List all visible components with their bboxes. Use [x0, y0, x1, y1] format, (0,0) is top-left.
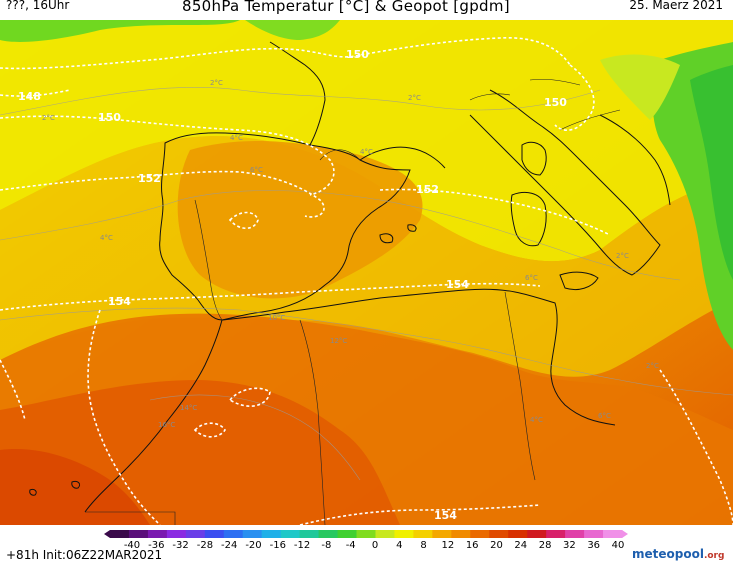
colorbar-tick-label: 36 — [587, 540, 601, 551]
colorbar-tick-label: -8 — [321, 540, 332, 551]
colorbar-segment — [375, 530, 395, 538]
colorbar-segment — [394, 530, 414, 538]
colorbar-segment — [584, 530, 604, 538]
colorbar-segment — [223, 530, 244, 538]
colorbar-segment — [470, 530, 490, 538]
colorbar-segment — [603, 530, 623, 538]
colorbar-tick-label: 28 — [538, 540, 552, 551]
colorbar-arrow-left — [104, 530, 110, 538]
colorbar-tick-label: -24 — [221, 540, 238, 551]
logo-text: meteopool — [632, 547, 704, 561]
geopot-label: 152 — [416, 183, 439, 196]
colorbar-segment — [128, 530, 149, 538]
colorbar-tick-label: 12 — [441, 540, 455, 551]
colorbar-segment — [413, 530, 433, 538]
footer: -40 -36 -32 -28 -24 -20 -16 -12 -8 -4 0 4 8 12 16 20 24 2… — [0, 525, 733, 566]
colorbar-arrow-right — [622, 530, 628, 538]
colorbar-tick-label: -12 — [293, 540, 311, 551]
geopot-label: 148 — [18, 90, 41, 103]
colorbar-tick-label: 0 — [371, 540, 379, 551]
colorbar-tick-label: -4 — [345, 540, 356, 551]
lead-init-label: +81h Init:06Z22MAR2021 — [6, 548, 163, 562]
isotherm-label: 4°C — [530, 416, 543, 424]
colorbar-segment — [337, 530, 358, 538]
colorbar-segment — [299, 530, 320, 538]
colorbar-tick-label: 4 — [396, 540, 403, 551]
isotherm-label: 14°C — [180, 404, 197, 412]
colorbar-tick-label: -40 — [123, 540, 141, 551]
colorbar-segment — [356, 530, 376, 538]
colorbar-tick-label: 40 — [611, 540, 625, 551]
colorbar-segment — [565, 530, 585, 538]
colorbar-tick-label: -20 — [245, 540, 262, 551]
colorbar-segment — [147, 530, 168, 538]
colorbar-tick-label: -32 — [172, 540, 189, 551]
colorbar-tick-label: -28 — [196, 540, 214, 551]
isotherm-label: 4°C — [360, 148, 373, 156]
isotherm-label: 10°C — [268, 314, 285, 322]
isotherm-label: 4°C — [100, 234, 113, 242]
colorbar-tick-label: 8 — [420, 540, 427, 551]
geopotential-labels: 150 148 150 150 152 152 154 154 154 — [18, 48, 567, 522]
colorbar-segment — [242, 530, 263, 538]
colorbar-segment — [166, 530, 187, 538]
colorbar-segment — [432, 530, 452, 538]
isotherm-label: 16°C — [158, 421, 175, 429]
geopot-label: 154 — [108, 295, 131, 308]
colorbar-tick-label: 16 — [465, 540, 479, 551]
logo-tld: .org — [703, 551, 725, 561]
colorbar-tick-label: -16 — [269, 540, 286, 551]
isotherm-label: 12°C — [330, 337, 347, 345]
isotherm-label: 6°C — [598, 412, 611, 420]
meteopool-logo: meteopool.org — [632, 547, 724, 561]
geopot-label: 154 — [434, 509, 457, 522]
isotherm-label: 4°C — [230, 134, 243, 142]
geopot-label: 150 — [544, 96, 567, 109]
colorbar-segment — [489, 530, 509, 538]
colorbar-segment — [185, 530, 206, 538]
map-panel: 150 148 150 150 152 152 154 154 154 2°C … — [0, 20, 733, 525]
colorbar-tick-label: 32 — [563, 540, 576, 551]
isotherm-label: 2°C — [42, 114, 55, 122]
isotherm-label: 2°C — [408, 94, 421, 102]
colorbar-ticks: -40 -36 -32 -28 -24 -20 -16 -12 -8 -4 0 4 8 12 16 20 24 2… — [0, 540, 733, 554]
run-label: ???, 16Uhr — [6, 0, 70, 12]
geopot-label: 154 — [446, 278, 469, 291]
header: ???, 16Uhr 850hPa Temperatur [°C] & Geop… — [0, 0, 733, 20]
isotherm-label: 6°C — [525, 274, 538, 282]
colorbar-segment — [508, 530, 528, 538]
colorbar-segment — [546, 530, 566, 538]
isotherm-label: 2°C — [616, 252, 629, 260]
colorbar-segment — [261, 530, 282, 538]
colorbar-segment — [527, 530, 547, 538]
colorbar-tick-label: -36 — [148, 540, 165, 551]
map-title: 850hPa Temperatur [°C] & Geopot [gpdm] — [182, 0, 510, 15]
valid-date: 25. Maerz 2021 — [629, 0, 723, 12]
isotherm-labels: 2°C 2°C 2°C 4°C 6°C 4°C 6°C 4°C 2°C 2°C … — [42, 79, 659, 429]
colorbar-tick-label: 24 — [514, 540, 528, 551]
colorbar — [104, 530, 628, 538]
geopot-label: 152 — [138, 172, 161, 185]
colorbar-segment — [451, 530, 471, 538]
colorbar-segment — [280, 530, 301, 538]
geopot-label: 150 — [346, 48, 369, 61]
isotherm-label: 2°C — [210, 79, 223, 87]
colorbar-segment — [204, 530, 225, 538]
colorbar-tick-label: 20 — [490, 540, 503, 551]
colorbar-segment — [110, 530, 130, 538]
isotherm-label: 6°C — [250, 166, 263, 174]
geopot-label: 150 — [98, 111, 121, 124]
colorbar-segment — [318, 530, 339, 538]
isotherm-label: 2°C — [646, 362, 659, 370]
